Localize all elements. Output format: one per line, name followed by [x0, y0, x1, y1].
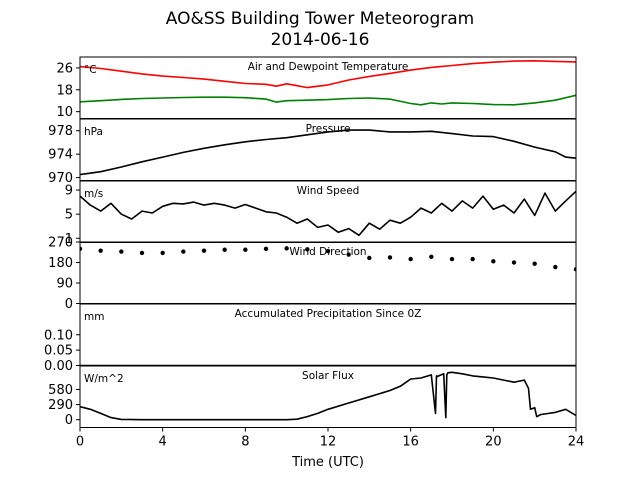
x-tick-label: 12 — [320, 435, 337, 450]
wind-direction-point — [573, 267, 576, 272]
y-tick-label: 0.10 — [44, 328, 73, 343]
x-tick-label: 0 — [76, 435, 84, 450]
wind-direction-point — [408, 256, 413, 262]
x-tick-label: 16 — [402, 435, 419, 450]
y-tick-label: 974 — [48, 148, 73, 163]
panel-title: Wind Speed — [297, 185, 360, 197]
y-tick-label: 9 — [65, 184, 73, 199]
y-tick-label: 0.05 — [44, 344, 73, 359]
y-tick-label: 5 — [65, 208, 73, 223]
wind-direction-point — [119, 249, 124, 254]
figure-title-line2: 2014-06-16 — [271, 30, 370, 50]
wind-direction-point — [387, 255, 393, 260]
panel-title: Accumulated Precipitation Since 0Z — [235, 308, 422, 320]
wind-direction-point — [263, 246, 269, 252]
y-tick-label: 0 — [65, 413, 73, 428]
wind-direction-point — [222, 247, 227, 252]
x-tick-label: 24 — [568, 435, 585, 450]
wind-direction-point — [243, 247, 248, 252]
y-tick-label: 10 — [56, 105, 73, 120]
y-tick-label: 180 — [48, 256, 73, 271]
panel-unit-label: W/m^2 — [84, 373, 124, 385]
x-tick-label: 4 — [159, 435, 167, 450]
x-tick-label: 20 — [485, 435, 502, 450]
y-tick-label: 270 — [48, 236, 73, 251]
panel-title: Pressure — [306, 123, 351, 135]
wind-direction-point — [553, 264, 558, 270]
series-line — [80, 371, 576, 421]
y-tick-label: 978 — [48, 124, 73, 139]
x-tick-label: 8 — [241, 435, 249, 450]
wind-direction-point — [429, 254, 434, 260]
series-line — [80, 59, 576, 89]
wind-direction-point — [181, 249, 186, 254]
wind-direction-point — [201, 248, 207, 253]
wind-direction-point — [325, 248, 331, 254]
wind-direction-point — [532, 261, 537, 266]
wind-direction-point — [449, 256, 455, 262]
y-tick-label: 0 — [65, 297, 73, 312]
series-line — [80, 190, 576, 237]
panel-title: Wind Direction — [289, 246, 366, 258]
wind-direction-point — [98, 248, 103, 253]
wind-direction-point — [284, 246, 289, 251]
wind-direction-point — [346, 252, 351, 257]
series-line — [80, 129, 576, 176]
wind-direction-point — [470, 256, 475, 262]
panel-title: Solar Flux — [302, 370, 354, 382]
y-tick-label: 26 — [56, 61, 73, 76]
y-tick-label: 970 — [48, 171, 73, 186]
series-line — [80, 94, 576, 106]
x-axis-label: Time (UTC) — [291, 455, 364, 470]
wind-direction-point — [305, 247, 310, 252]
panel-unit-label: °C — [84, 64, 97, 76]
wind-direction-point — [139, 250, 145, 256]
y-tick-label: 90 — [56, 277, 73, 292]
y-tick-label: 580 — [48, 383, 73, 398]
y-tick-label: 0.00 — [44, 359, 73, 374]
wind-direction-point — [160, 250, 165, 256]
y-tick-label: 18 — [56, 83, 73, 98]
panel-unit-label: m/s — [84, 188, 103, 200]
panel-unit-label: hPa — [84, 126, 103, 138]
y-tick-label: 290 — [48, 398, 73, 413]
wind-direction-point — [80, 246, 83, 252]
wind-direction-point — [511, 260, 517, 265]
panel-title: Air and Dewpoint Temperature — [248, 61, 409, 73]
wind-direction-point — [367, 255, 372, 261]
y-tick-label: 1 — [65, 232, 73, 247]
figure-title-line1: AO&SS Building Tower Meteorogram — [166, 9, 474, 29]
wind-direction-point — [491, 259, 496, 264]
panel-unit-label: mm — [84, 311, 104, 323]
